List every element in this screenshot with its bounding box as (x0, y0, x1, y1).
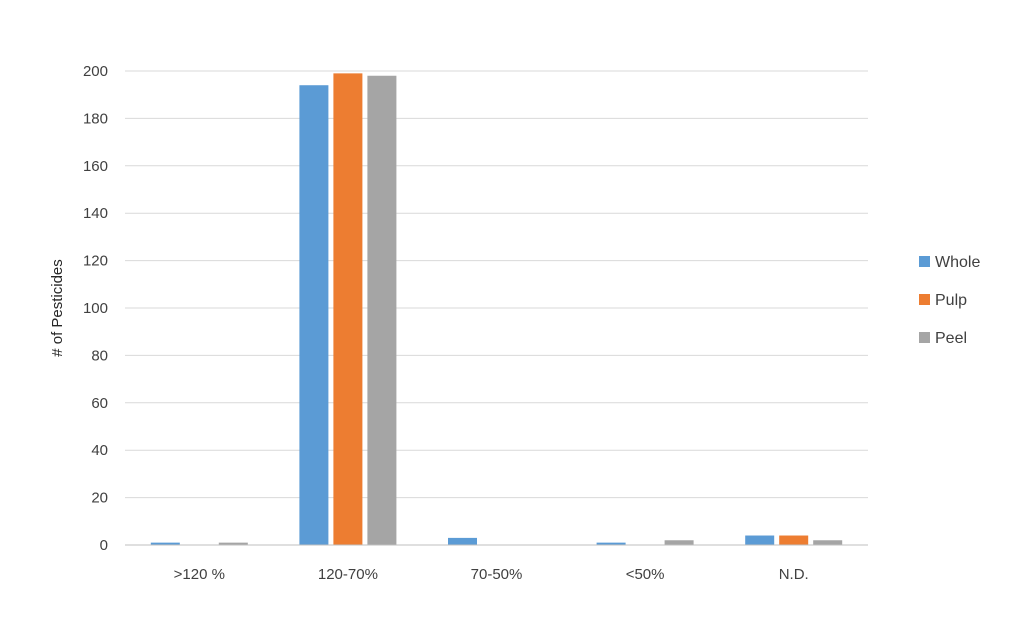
bar-whole (299, 85, 329, 545)
y-tick-label: 120 (83, 253, 108, 270)
y-axis-label: # of Pesticides (49, 259, 66, 357)
y-tick-label: 140 (83, 205, 108, 222)
legend-swatch-pulp (919, 294, 930, 305)
y-tick-label: 40 (91, 442, 108, 459)
y-tick-label: 160 (83, 158, 108, 175)
bar-whole (596, 542, 626, 545)
bar-whole (150, 542, 180, 545)
legend-swatch-peel (919, 332, 930, 343)
y-tick-label: 0 (100, 537, 108, 554)
x-tick-label: N.D. (779, 566, 809, 583)
y-tick-label: 180 (83, 110, 108, 127)
bar-whole (448, 537, 477, 545)
y-tick-label: 60 (91, 395, 108, 412)
legend-label-pulp: Pulp (935, 292, 967, 309)
x-tick-label: >120 % (174, 566, 225, 583)
bar-peel (367, 75, 397, 546)
legend: Whole Pulp Peel (919, 254, 980, 347)
legend-label-whole: Whole (935, 254, 980, 271)
x-tick-label: 120-70% (318, 566, 378, 583)
y-tick-label: 200 (83, 63, 108, 80)
y-tick-label: 80 (91, 347, 108, 364)
y-tick-label: 100 (83, 300, 108, 317)
legend-swatch-whole (919, 256, 930, 267)
y-axis-ticks: 0 20 40 60 80 100 120 140 160 180 200 (83, 63, 108, 554)
x-tick-label: <50% (626, 566, 665, 583)
y-tick-label: 20 (91, 490, 108, 507)
bar-pulp (333, 73, 363, 546)
bar-peel (218, 542, 248, 545)
bar-whole (745, 535, 775, 545)
bar-peel (813, 540, 843, 545)
bar-pulp (779, 535, 809, 545)
gridlines (125, 70, 868, 499)
x-axis-ticks: >120 % 120-70% 70-50% <50% N.D. (174, 566, 809, 583)
legend-label-peel: Peel (935, 330, 967, 347)
x-tick-label: 70-50% (471, 566, 523, 583)
bar-peel (664, 540, 694, 545)
bars (150, 73, 843, 546)
